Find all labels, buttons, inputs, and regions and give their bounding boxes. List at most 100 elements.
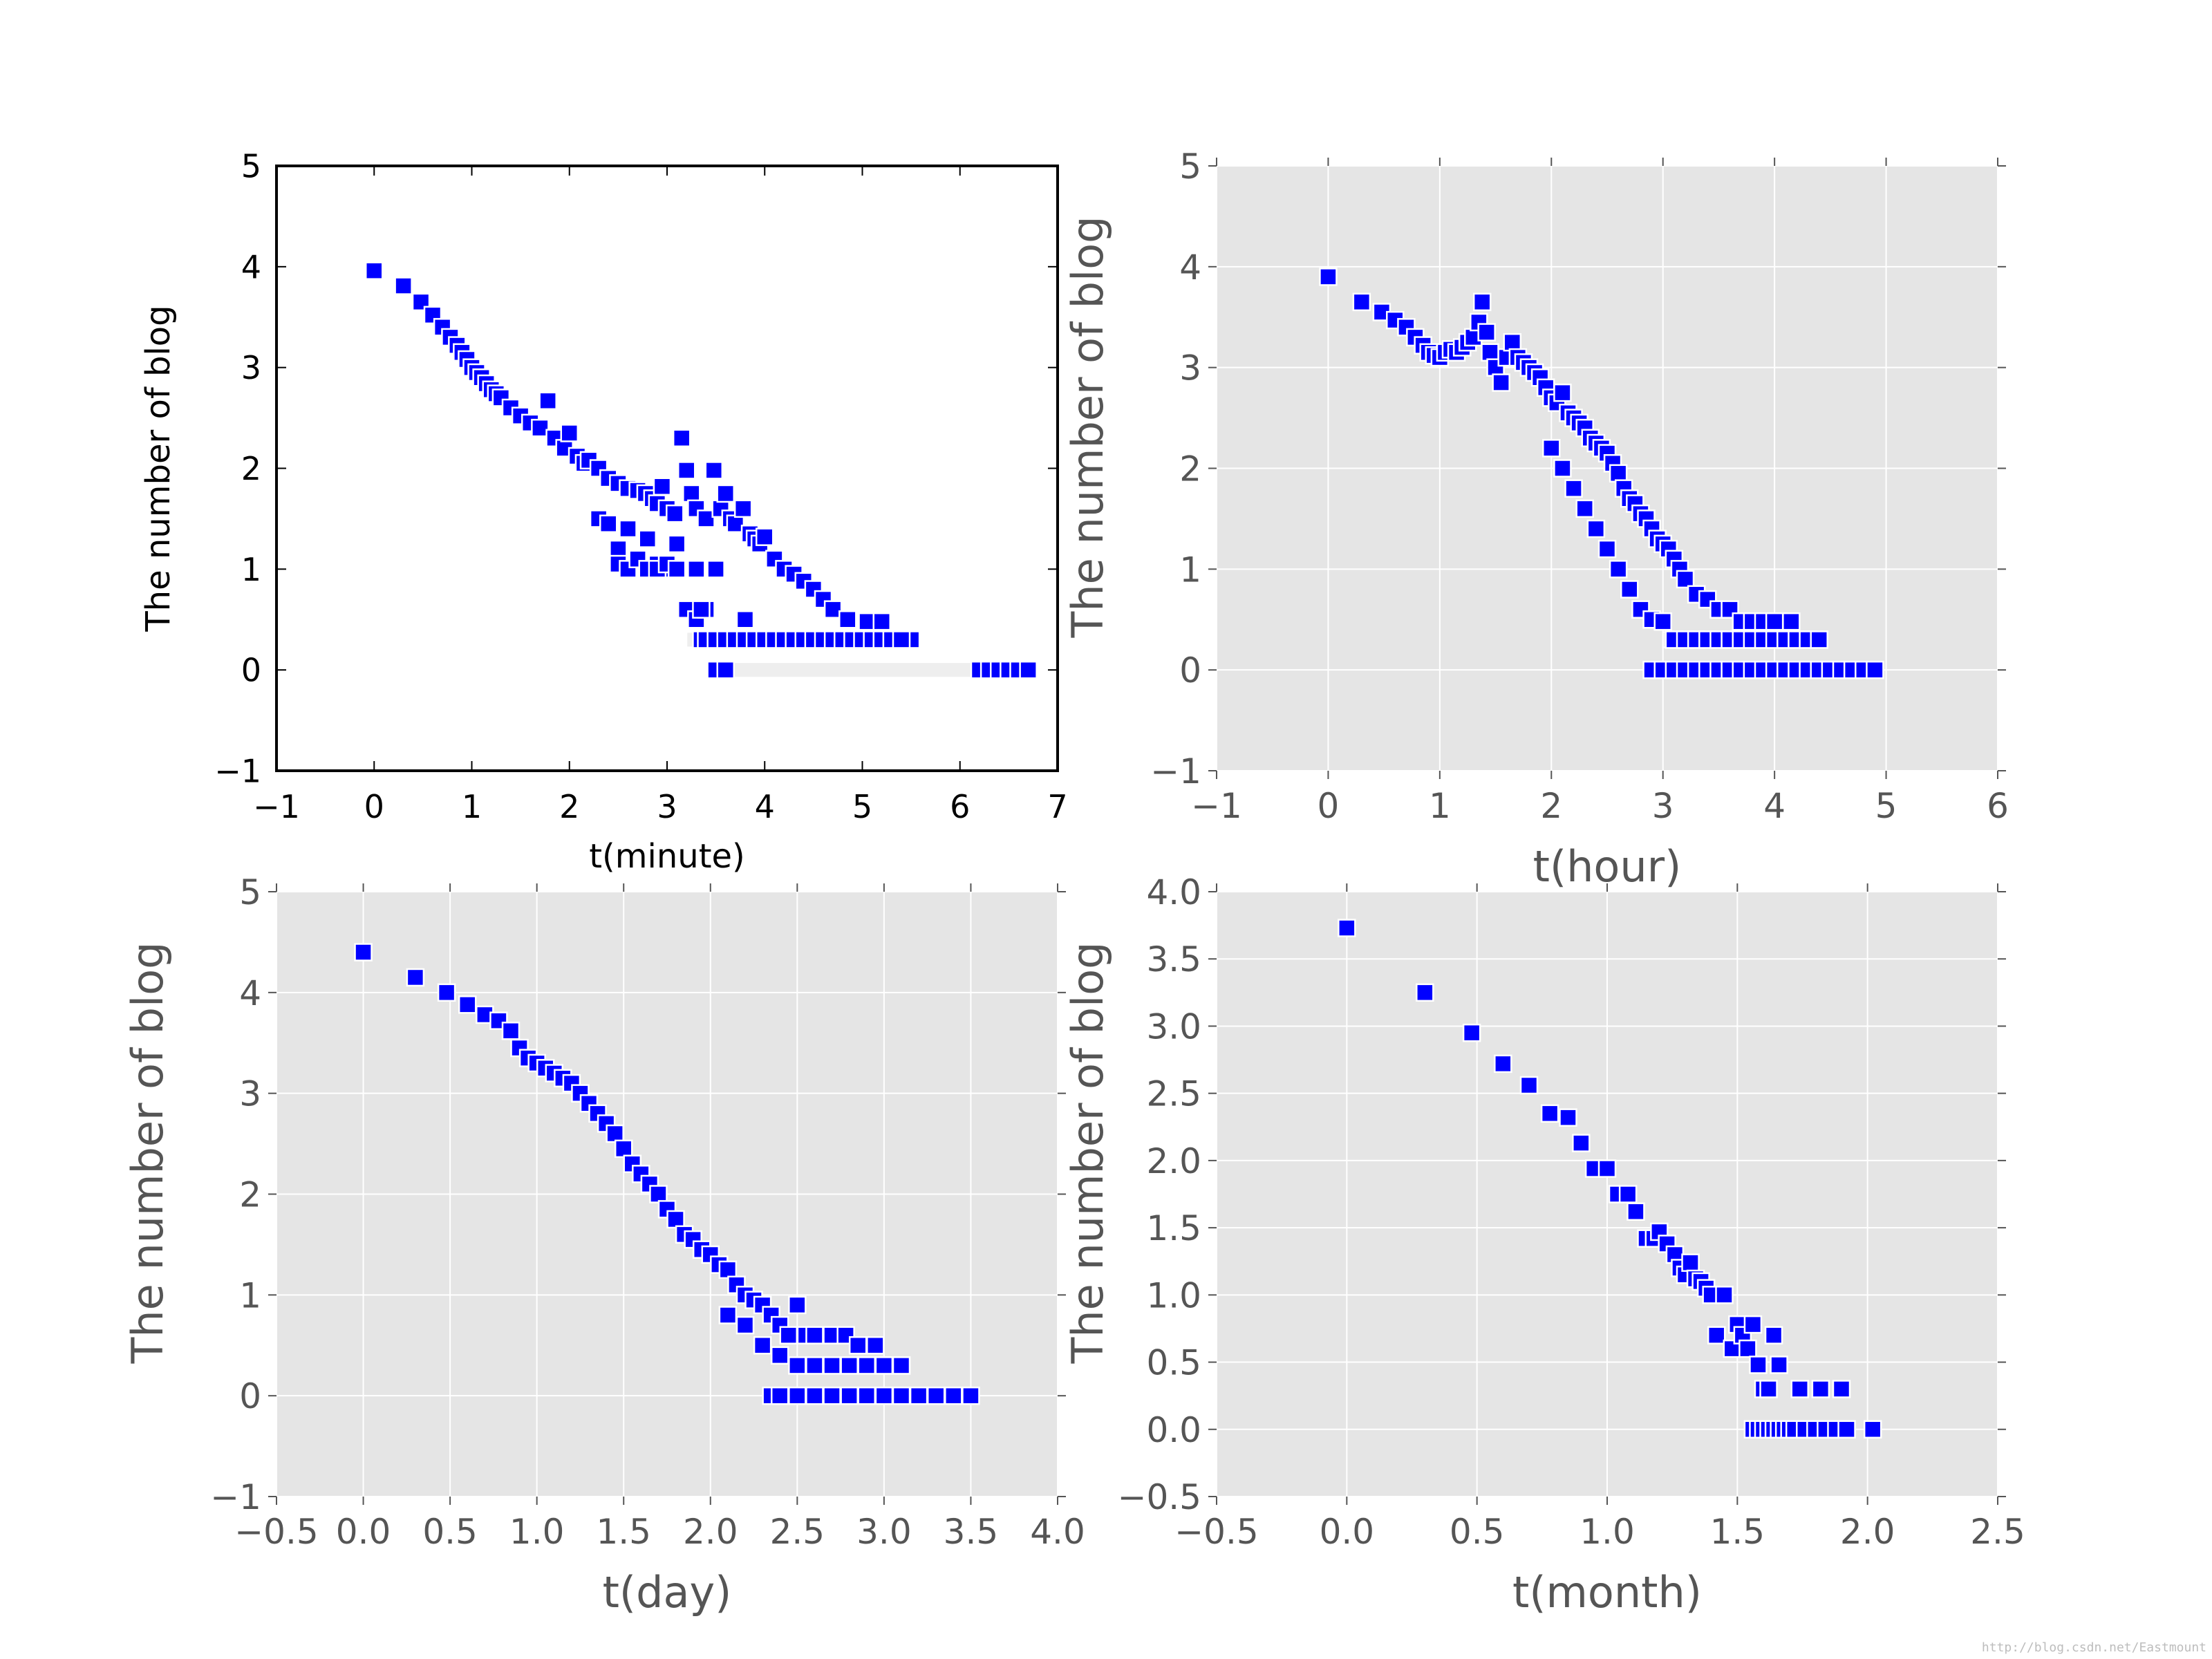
data-point [770, 1346, 789, 1365]
data-point [1559, 1108, 1577, 1127]
x-axis-label: t(hour) [1533, 841, 1682, 892]
y-tick-label: 2 [1179, 449, 1201, 489]
data-point [672, 429, 691, 447]
data-point [458, 995, 477, 1014]
x-tick-label: 2 [1540, 786, 1562, 826]
y-tick-label: 1.5 [1146, 1208, 1201, 1248]
y-tick-label: −1 [1150, 751, 1201, 791]
x-tick-label: 0.0 [336, 1512, 391, 1552]
subplot-1: −1 0 1 2 3 4 5 6 7 −1 0 1 2 3 4 5 t(minute) The number of… [139, 148, 1068, 876]
x-tick-label: 2.0 [1840, 1512, 1895, 1552]
data-point [944, 1386, 963, 1405]
x-axis-label: t(month) [1512, 1567, 1702, 1618]
data-point [667, 560, 686, 579]
y-tick-label: −1 [214, 753, 261, 790]
data-point [1352, 292, 1371, 312]
data-point [1811, 1380, 1830, 1398]
data-point [718, 1260, 738, 1280]
y-tick-label: 5 [239, 872, 261, 912]
x-tick-label: 0.5 [422, 1512, 478, 1552]
data-point [770, 1386, 789, 1405]
x-tick-label: 4 [755, 788, 775, 825]
plot-area [275, 165, 1059, 772]
subplot-4: −0.5 0.0 0.5 1.0 1.5 2.0 2.5 −0.5 0.0 0.5 1.0 1.5 2.… [1062, 872, 2025, 1618]
y-tick-label: 4 [1179, 247, 1201, 288]
data-point [1618, 1185, 1638, 1203]
y-tick-label: 3 [241, 349, 261, 386]
x-tick-label: −0.5 [234, 1512, 318, 1552]
data-point [1764, 1326, 1783, 1344]
data-point [1676, 570, 1695, 589]
x-axis-label: t(minute) [589, 837, 745, 876]
data-point [606, 1124, 624, 1143]
x-tick-label: 1.5 [1710, 1512, 1765, 1552]
data-point [1832, 1380, 1851, 1398]
data-point [1707, 1326, 1726, 1344]
x-tick-label: 7 [1047, 788, 1067, 825]
x-tick-label: −0.5 [1174, 1512, 1258, 1552]
data-point [840, 1386, 859, 1405]
y-tick-label: 3 [1179, 348, 1201, 388]
data-point [1519, 1076, 1539, 1095]
y-tick-label: 2 [239, 1175, 261, 1215]
data-point [1653, 612, 1672, 631]
data-point [892, 1386, 911, 1405]
y-tick-label: 2.5 [1146, 1074, 1201, 1114]
data-point [716, 484, 735, 503]
data-point [892, 1356, 911, 1375]
y-tick-label: 1 [241, 551, 261, 588]
x-tick-label: 6 [1987, 786, 2009, 826]
data-point [909, 1386, 928, 1405]
data-point [836, 1326, 855, 1344]
data-point [1503, 332, 1522, 352]
data-point [1743, 1315, 1763, 1334]
data-point [501, 1022, 521, 1040]
data-point [823, 1356, 841, 1375]
data-point [1319, 268, 1338, 286]
data-point [1564, 479, 1583, 498]
x-tick-label: 2.5 [1970, 1512, 2025, 1552]
x-axis-label: t(day) [603, 1567, 732, 1618]
y-tick-label: 3.0 [1146, 1006, 1201, 1047]
x-tick-label: 3 [1652, 786, 1674, 826]
data-point [1790, 1380, 1809, 1398]
data-point [1765, 612, 1784, 631]
data-point [406, 968, 425, 987]
y-tick-label: 0 [1179, 650, 1201, 691]
data-point [857, 1386, 877, 1405]
data-point [1597, 1159, 1617, 1178]
x-tick-label: 5 [1875, 786, 1897, 826]
subplot-2: −1 0 1 2 3 4 5 6 −1 0 1 2 3 4 5 t(hour) The number of bl… [1062, 147, 2009, 892]
x-tick-label: −1 [1191, 786, 1242, 826]
data-point [892, 630, 911, 649]
y-tick-label: 0 [239, 1376, 261, 1416]
data-point [872, 612, 891, 631]
data-point [1416, 983, 1434, 1002]
data-point [756, 527, 774, 546]
y-tick-label: 5 [1179, 147, 1201, 187]
x-tick-label: 0.5 [1450, 1512, 1505, 1552]
data-point [1553, 383, 1572, 402]
data-point [1542, 439, 1561, 458]
data-point [1462, 1023, 1481, 1042]
data-point [1553, 459, 1572, 478]
data-point [805, 1326, 824, 1344]
data-point [1782, 612, 1801, 631]
x-tick-label: 2.0 [683, 1512, 738, 1552]
data-point [753, 1336, 772, 1355]
data-point [962, 1386, 980, 1405]
x-tick-label: 5 [852, 788, 872, 825]
data-point [1749, 1356, 1768, 1374]
x-tick-label: 4 [1763, 786, 1785, 826]
y-tick-label: 0.5 [1146, 1343, 1201, 1383]
y-axis-label: The number of blog [1062, 941, 1113, 1364]
x-tick-label: 4.0 [1030, 1512, 1085, 1552]
x-tick-label: −1 [253, 788, 300, 825]
data-point [1770, 1356, 1788, 1374]
data-point [1477, 323, 1496, 341]
subplot-3: −0.5 0.0 0.5 1.0 1.5 2.0 2.5 3.0 3.5 4.0 −1 0 1 2 3 4 5 t… [122, 872, 1085, 1618]
data-point [1586, 519, 1606, 538]
y-tick-label: 1 [239, 1275, 261, 1315]
data-point [638, 529, 657, 548]
data-point [653, 477, 672, 496]
